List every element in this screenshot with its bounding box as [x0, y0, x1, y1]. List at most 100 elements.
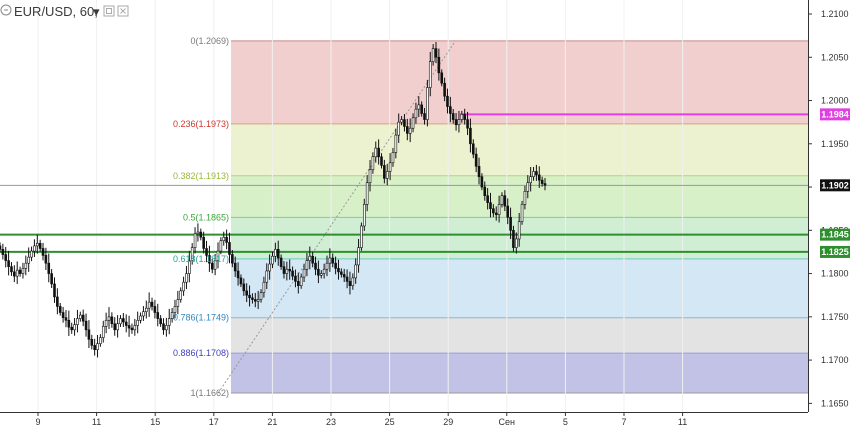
candle-body: [520, 204, 524, 222]
candle-body: [24, 262, 28, 269]
settings-icon[interactable]: [103, 5, 115, 17]
candle-body: [67, 319, 71, 328]
fib-zone: [231, 40, 808, 124]
candle-body: [225, 236, 228, 243]
candle-body: [494, 212, 498, 216]
fib-level-label: 0.236(1.1973): [173, 119, 229, 129]
price-tick-label: 1.1650: [821, 398, 849, 408]
candle-body: [299, 276, 303, 286]
fib-level-label: 0.618(1.1817): [173, 254, 229, 264]
candle-body: [334, 262, 337, 269]
candle-body: [325, 262, 329, 270]
chart-menu-icon[interactable]: [0, 4, 12, 16]
candle-body: [38, 242, 42, 249]
candle-body: [302, 268, 306, 278]
candle-body: [477, 165, 481, 177]
candle-body: [228, 242, 231, 255]
candle-body: [122, 318, 125, 323]
price-tick-label: 1.1800: [821, 269, 849, 279]
candle-body: [182, 281, 185, 292]
candle-body: [84, 320, 88, 331]
candle-body: [423, 113, 426, 120]
candle-body: [213, 260, 217, 270]
candle-body: [110, 316, 114, 325]
candle-body: [58, 306, 62, 313]
candle-body: [276, 249, 280, 259]
candle-body: [517, 221, 521, 240]
candle-body: [262, 281, 266, 293]
candle-body: [291, 270, 294, 277]
candle-body: [512, 230, 515, 248]
trend-line-segment[interactable]: [217, 40, 456, 394]
candle-body: [509, 217, 512, 231]
candle-body: [231, 254, 234, 264]
price-tags: 1.1984 1.1902 1.1845 1.1825: [820, 108, 850, 258]
candle-body: [208, 255, 211, 264]
price-tag: 1.1902: [820, 179, 850, 192]
candle-body: [4, 254, 8, 261]
trend-line[interactable]: [217, 40, 456, 394]
candle-body: [73, 324, 76, 331]
candle-body: [136, 319, 139, 326]
candle-body: [30, 250, 33, 258]
candle-body: [537, 174, 541, 181]
time-tick-label: 21: [267, 417, 277, 427]
candle-body: [21, 268, 25, 274]
fib-zone: [231, 353, 808, 393]
candle-body: [463, 114, 466, 120]
price-axis[interactable]: 1.21001.20501.20001.19501.19001.18501.18…: [808, 9, 849, 408]
candle-body: [532, 171, 535, 177]
candle-body: [308, 255, 312, 261]
candle-body: [79, 314, 82, 319]
candle-body: [420, 104, 423, 114]
candle-body: [90, 339, 94, 346]
fib-level-label: 0.382(1.1913): [173, 171, 229, 181]
time-tick-label: 15: [150, 417, 160, 427]
candle-body: [337, 268, 340, 273]
candle-body: [271, 255, 274, 265]
time-tick-label: 29: [443, 417, 453, 427]
candle-body: [101, 326, 105, 338]
candle-body: [362, 204, 366, 227]
candle-body: [216, 250, 220, 261]
price-tick-label: 1.2050: [821, 52, 849, 62]
time-axis[interactable]: 9 11 15 17 21 23 25 29 Сен 5 7 11: [35, 412, 687, 427]
candle-body: [93, 345, 96, 351]
candle-body: [159, 318, 162, 325]
fibonacci-labels: 0(1.2069) 0.236(1.1973) 0.382(1.1913) 0.5(1…: [173, 36, 229, 398]
candle-body: [449, 106, 452, 114]
fibonacci-level-lines: [231, 40, 808, 394]
time-tick-label: 11: [92, 417, 101, 427]
chevron-down-icon[interactable]: ▾: [93, 4, 100, 19]
candle-body: [285, 268, 289, 274]
chart-header: EUR/USD, 60, ▾: [0, 4, 129, 19]
candle-body: [76, 318, 79, 325]
candle-body: [205, 248, 208, 256]
candle-body: [282, 266, 286, 274]
candle-body: [142, 311, 145, 317]
candle-body: [288, 268, 292, 272]
fib-level-label: 0(1.2069): [190, 36, 229, 46]
candle-body: [535, 171, 538, 176]
candle-body: [471, 143, 475, 155]
fib-zone: [231, 258, 808, 318]
close-icon[interactable]: [117, 5, 129, 17]
candle-body: [70, 326, 74, 331]
time-tick-label: 11: [678, 417, 687, 427]
horizontal-price-lines[interactable]: [0, 113, 808, 253]
candle-body: [371, 156, 375, 171]
fib-level-label: 0.5(1.1865): [183, 212, 229, 222]
candle-body: [443, 82, 446, 97]
candle-body: [354, 264, 357, 279]
candle-body: [1, 249, 5, 255]
fib-level-label: 0.886(1.1708): [173, 348, 229, 358]
candle-body: [245, 290, 248, 296]
candle-body: [365, 182, 369, 205]
candle-body: [248, 294, 251, 299]
candle-body: [311, 255, 314, 264]
candle-body: [256, 299, 260, 302]
candle-body: [265, 270, 269, 283]
fib-level-label: 1(1.1662): [190, 388, 229, 398]
candle-body: [196, 231, 200, 235]
